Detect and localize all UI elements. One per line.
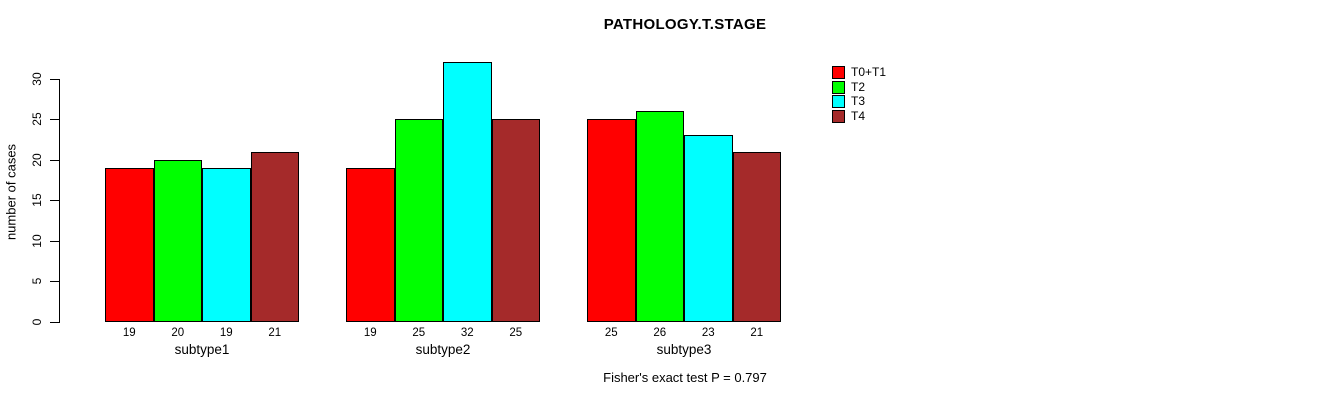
bar-value-label: 19	[122, 327, 136, 339]
bar-value-label: 20	[171, 327, 185, 339]
y-axis-label: number of cases	[3, 143, 19, 241]
chart-title: PATHOLOGY.T.STAGE	[603, 16, 767, 33]
legend: T0+T1 T2 T3 T4	[832, 65, 886, 124]
legend-label: T4	[851, 108, 866, 123]
y-tick-label: 0	[30, 318, 44, 326]
bar-t0t1-subtype2	[346, 167, 395, 322]
bar-value-label: 25	[604, 327, 618, 339]
bar-value-label: 25	[412, 327, 426, 339]
y-tick-label: 25	[30, 112, 44, 126]
legend-label: T2	[851, 79, 866, 94]
bar-t4-subtype3	[732, 151, 781, 322]
bar-value-label: 23	[701, 327, 715, 339]
legend-swatch	[832, 109, 845, 123]
y-tick-label: 5	[30, 278, 44, 285]
bar-t3-subtype1	[202, 167, 251, 322]
y-axis-line	[59, 78, 60, 323]
x-category-label: subtype3	[656, 342, 712, 357]
bar-value-label: 32	[460, 327, 474, 339]
bar-value-label: 19	[363, 327, 377, 339]
bar-t3-subtype3	[684, 135, 733, 322]
bar-t0t1-subtype3	[587, 119, 636, 322]
bar-t2-subtype3	[635, 111, 684, 322]
bar-value-label: 21	[750, 327, 764, 339]
y-tick-label: 10	[30, 234, 44, 248]
y-axis-tick	[50, 322, 59, 323]
bar-t3-subtype2	[443, 62, 492, 322]
legend-swatch	[832, 65, 845, 79]
y-axis-tick	[50, 159, 59, 161]
legend-item: T3	[832, 94, 886, 109]
legend-label: T3	[851, 94, 866, 109]
bar-t0t1-subtype1	[105, 167, 154, 322]
y-axis-tick	[50, 281, 59, 283]
y-tick-label: 15	[30, 193, 44, 208]
y-tick-label: 30	[30, 72, 44, 86]
y-axis-tick	[50, 78, 59, 80]
bar-t2-subtype2	[394, 119, 443, 322]
x-category-label: subtype2	[415, 342, 471, 357]
legend-item: T2	[832, 80, 886, 95]
legend-swatch	[832, 80, 845, 94]
y-axis-tick	[50, 119, 59, 121]
legend-item: T4	[832, 109, 886, 124]
bar-value-label: 21	[268, 327, 282, 339]
bar-t4-subtype2	[491, 119, 540, 322]
legend-swatch	[832, 95, 845, 109]
legend-item: T0+T1	[832, 65, 886, 80]
bar-t4-subtype1	[250, 151, 299, 322]
bar-value-label: 19	[219, 327, 233, 339]
y-axis-tick	[50, 200, 59, 202]
x-category-label: subtype1	[174, 342, 230, 357]
legend-label: T0+T1	[851, 64, 887, 79]
y-axis-tick	[50, 240, 59, 242]
bar-value-label: 26	[653, 327, 667, 339]
annotation-text: Fisher's exact test P = 0.797	[603, 370, 767, 385]
bar-t2-subtype1	[153, 159, 202, 322]
bar-value-label: 25	[509, 327, 523, 339]
y-tick-label: 20	[30, 153, 44, 167]
